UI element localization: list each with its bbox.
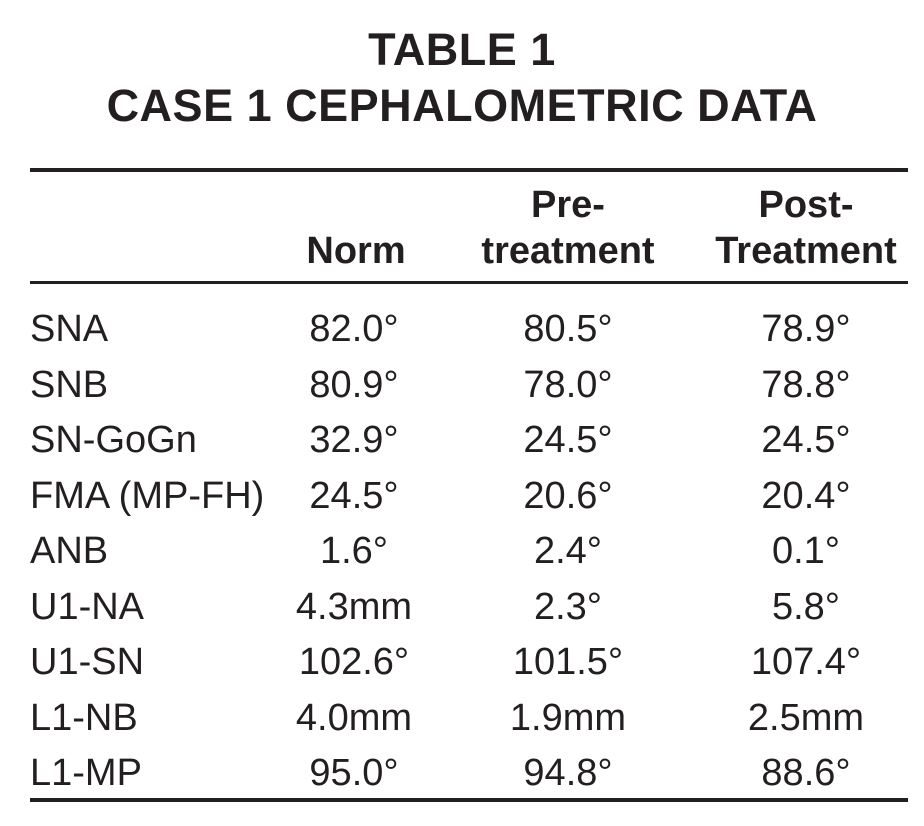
cell-norm: 32.9° [309, 419, 399, 461]
table-row: FMA (MP-FH) 24.5° 20.6° 20.4° [30, 469, 908, 525]
row-label: SNA [30, 308, 109, 350]
table-row: SN-GoGn 32.9° 24.5° 24.5° [30, 413, 908, 469]
cell-norm: 102.6° [298, 641, 410, 683]
header-pre-line2: treatment [481, 230, 655, 272]
cell-pretreatment: 2.3° [533, 585, 603, 628]
cell-norm: 80.9° [309, 363, 399, 406]
cell-pretreatment: 24.5° [523, 419, 613, 461]
cell-norm: 4.0mm [295, 696, 413, 739]
cell-posttreatment: 24.5° [761, 419, 851, 461]
header-rule [30, 281, 908, 284]
cell-pretreatment: 2.4° [533, 530, 603, 572]
cell-norm: 4.3mm [295, 585, 413, 628]
cell-posttreatment: 78.9° [761, 308, 851, 350]
header-post-line1: Post- [758, 184, 854, 226]
cell-pretreatment: 78.0° [523, 363, 613, 406]
table-row: ANB 1.6° 2.4° 0.1° [30, 524, 908, 580]
table-row: L1-NB 4.0mm 1.9mm 2.5mm [30, 691, 908, 747]
cell-norm: 24.5° [309, 474, 399, 517]
header-pretreatment: Pre- treatment [470, 182, 666, 278]
row-label: U1-SN [30, 641, 145, 683]
header-posttreatment: Post- Treatment [706, 182, 906, 278]
table-number: TABLE 1 [368, 24, 556, 75]
header-norm: Norm [292, 182, 420, 278]
row-label: U1-NA [30, 585, 145, 628]
cell-norm: 1.6° [319, 530, 389, 572]
cell-pretreatment: 1.9mm [509, 696, 627, 739]
row-label: FMA (MP-FH) [30, 474, 265, 517]
row-label: SNB [30, 363, 109, 406]
header-norm-line2: Norm [306, 230, 406, 272]
table-title: TABLE 1 CASE 1 CEPHALOMETRIC DATA [0, 22, 924, 134]
cell-posttreatment: 0.1° [771, 530, 841, 572]
table-caption: CASE 1 CEPHALOMETRIC DATA [106, 80, 818, 131]
cell-pretreatment: 80.5° [523, 308, 613, 350]
cell-posttreatment: 88.6° [761, 752, 851, 794]
row-label: SN-GoGn [30, 419, 197, 461]
top-rule [30, 168, 908, 172]
header-post-line2: Treatment [715, 230, 897, 272]
table-header-row: Norm Pre- treatment Post- Treatment [30, 182, 908, 278]
table-row: L1-MP 95.0° 94.8° 88.6° [30, 746, 908, 802]
cell-posttreatment: 2.5mm [747, 696, 865, 739]
table-row: SNA 82.0° 80.5° 78.9° [30, 302, 908, 358]
table-row: U1-SN 102.6° 101.5° 107.4° [30, 635, 908, 691]
cell-posttreatment: 107.4° [750, 641, 862, 683]
table-row: U1-NA 4.3mm 2.3° 5.8° [30, 580, 908, 636]
table-row: SNB 80.9° 78.0° 78.8° [30, 358, 908, 414]
cell-pretreatment: 101.5° [512, 641, 624, 683]
row-label: L1-NB [30, 696, 138, 739]
header-norm-line1 [292, 182, 420, 228]
row-label: ANB [30, 530, 109, 572]
cell-pretreatment: 94.8° [523, 752, 613, 794]
bottom-rule [30, 798, 908, 802]
cell-posttreatment: 20.4° [761, 474, 851, 517]
header-pre-line1: Pre- [531, 184, 605, 226]
cell-pretreatment: 20.6° [523, 474, 613, 517]
cell-norm: 95.0° [309, 752, 399, 794]
table-body: SNA 82.0° 80.5° 78.9° SNB 80.9° 78.0° 78.8° SN-G… [30, 302, 908, 802]
cell-posttreatment: 78.8° [761, 363, 851, 406]
cell-posttreatment: 5.8° [771, 585, 841, 628]
row-label: L1-MP [30, 752, 142, 794]
cell-norm: 82.0° [309, 308, 399, 350]
